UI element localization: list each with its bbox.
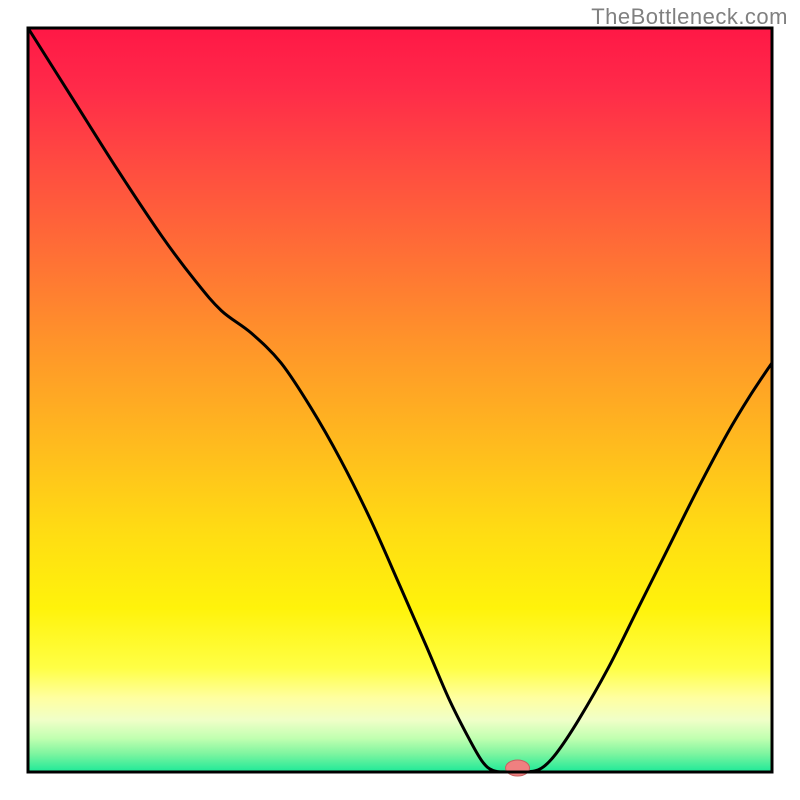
watermark-text: TheBottleneck.com <box>591 4 788 30</box>
plot-background <box>28 28 772 772</box>
chart-container: TheBottleneck.com <box>0 0 800 800</box>
bottleneck-chart <box>0 0 800 800</box>
optimal-point-marker <box>506 760 530 776</box>
